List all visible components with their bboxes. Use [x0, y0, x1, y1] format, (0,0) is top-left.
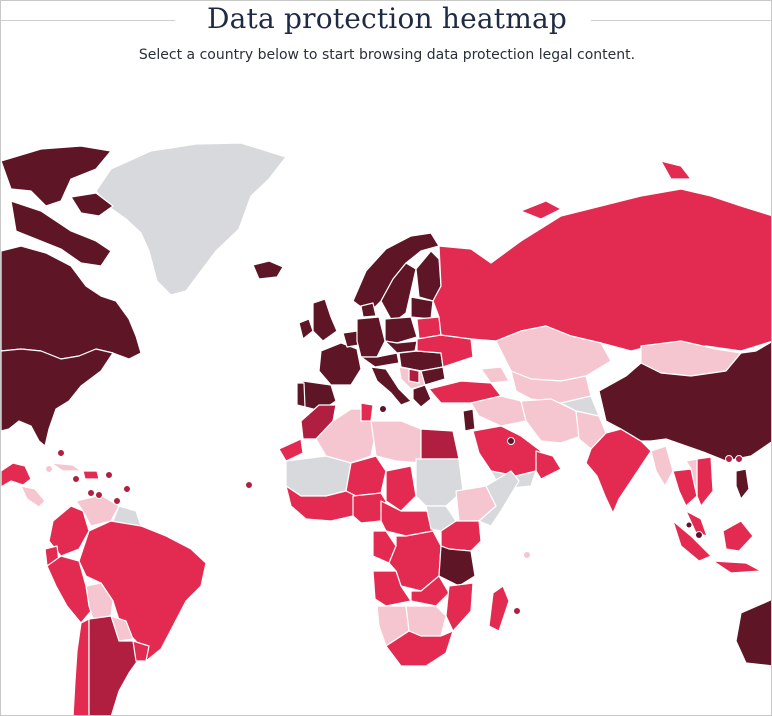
- territory-dot[interactable]: [72, 475, 80, 483]
- territory-dot[interactable]: [105, 471, 113, 479]
- page-subtitle: Select a country below to start browsing…: [138, 47, 636, 63]
- title-rule-right: [591, 20, 771, 21]
- territory-dot[interactable]: [245, 481, 253, 489]
- country-madagascar[interactable]: [488, 585, 510, 632]
- page-title: Data protection heatmap: [207, 2, 567, 35]
- country-australia[interactable]: [735, 599, 772, 667]
- country-bulgaria[interactable]: [420, 366, 446, 386]
- country-uae-oman[interactable]: [535, 450, 562, 480]
- country-tunisia[interactable]: [360, 402, 374, 422]
- country-chad[interactable]: [385, 465, 417, 512]
- country-israel-jordan[interactable]: [462, 408, 476, 432]
- territory-dot[interactable]: [87, 489, 95, 497]
- territory-dot[interactable]: [685, 521, 693, 529]
- country-saudi-arabia[interactable]: [472, 425, 542, 477]
- country-south-africa[interactable]: [385, 630, 454, 667]
- country-philippines[interactable]: [735, 468, 750, 500]
- territory-dot[interactable]: [95, 491, 103, 499]
- territory-dot[interactable]: [57, 449, 65, 457]
- country-united-kingdom[interactable]: [312, 298, 338, 342]
- country-egypt[interactable]: [420, 428, 460, 460]
- country-argentina[interactable]: [88, 615, 142, 716]
- country-vietnam[interactable]: [696, 456, 714, 507]
- country-chile[interactable]: [72, 618, 90, 716]
- country-cuba[interactable]: [50, 462, 82, 472]
- country-czechia-slovakia[interactable]: [384, 340, 418, 354]
- country-portugal[interactable]: [296, 382, 306, 408]
- world-map-svg: [1, 142, 772, 716]
- country-botswana-zimbabwe[interactable]: [405, 605, 447, 637]
- country-baltics[interactable]: [410, 296, 434, 320]
- country-norway[interactable]: [352, 232, 440, 314]
- territory-dot[interactable]: [523, 551, 531, 559]
- country-mauritania-mali[interactable]: [285, 455, 352, 497]
- territory-dot[interactable]: [379, 405, 387, 413]
- country-uruguay[interactable]: [132, 640, 150, 662]
- country-united-states[interactable]: [1, 348, 114, 447]
- country-georgia-armenia[interactable]: [480, 366, 510, 384]
- country-malaysia[interactable]: [685, 510, 708, 537]
- territory-dot[interactable]: [695, 531, 703, 539]
- country-syria-iraq[interactable]: [470, 395, 527, 427]
- country-mozambique[interactable]: [445, 582, 474, 632]
- country-sudan[interactable]: [415, 458, 464, 507]
- country-tanzania[interactable]: [438, 545, 476, 587]
- country-france[interactable]: [318, 342, 362, 386]
- territory-dot[interactable]: [725, 455, 733, 463]
- country-russia[interactable]: [432, 160, 772, 352]
- country-somalia[interactable]: [478, 470, 520, 527]
- title-row: Data protection heatmap: [1, 1, 771, 41]
- country-central-america[interactable]: [20, 485, 46, 508]
- country-germany[interactable]: [356, 316, 386, 358]
- country-canada[interactable]: [1, 245, 142, 360]
- country-thailand[interactable]: [672, 468, 698, 507]
- country-iran[interactable]: [520, 398, 582, 444]
- country-canada-islands[interactable]: [1, 145, 114, 267]
- title-rule-left: [1, 20, 175, 21]
- country-car-cameroon[interactable]: [380, 500, 434, 537]
- country-serbia[interactable]: [408, 368, 420, 384]
- country-indonesia[interactable]: [672, 520, 762, 574]
- territory-dot[interactable]: [113, 497, 121, 505]
- country-libya[interactable]: [370, 420, 422, 464]
- country-western-sahara[interactable]: [278, 438, 304, 462]
- territory-dot[interactable]: [513, 607, 521, 615]
- country-greenland[interactable]: [95, 142, 287, 296]
- territory-dot[interactable]: [123, 485, 131, 493]
- country-italy[interactable]: [370, 366, 412, 406]
- world-map: [1, 131, 772, 716]
- country-greece[interactable]: [412, 384, 432, 408]
- country-hispaniola[interactable]: [82, 470, 100, 480]
- country-denmark[interactable]: [360, 302, 377, 318]
- country-colombia[interactable]: [48, 505, 90, 557]
- country-iceland[interactable]: [252, 260, 284, 280]
- territory-dot[interactable]: [507, 437, 515, 445]
- country-china[interactable]: [598, 341, 772, 462]
- country-poland[interactable]: [384, 316, 418, 344]
- country-myanmar[interactable]: [650, 445, 674, 487]
- territory-dot[interactable]: [735, 455, 743, 463]
- country-brazil[interactable]: [78, 520, 207, 662]
- country-switzerland-austria[interactable]: [360, 352, 400, 368]
- country-mexico[interactable]: [1, 462, 32, 488]
- country-laos-cambodia[interactable]: [685, 458, 698, 497]
- territory-dot[interactable]: [45, 465, 53, 473]
- country-ireland[interactable]: [298, 318, 314, 340]
